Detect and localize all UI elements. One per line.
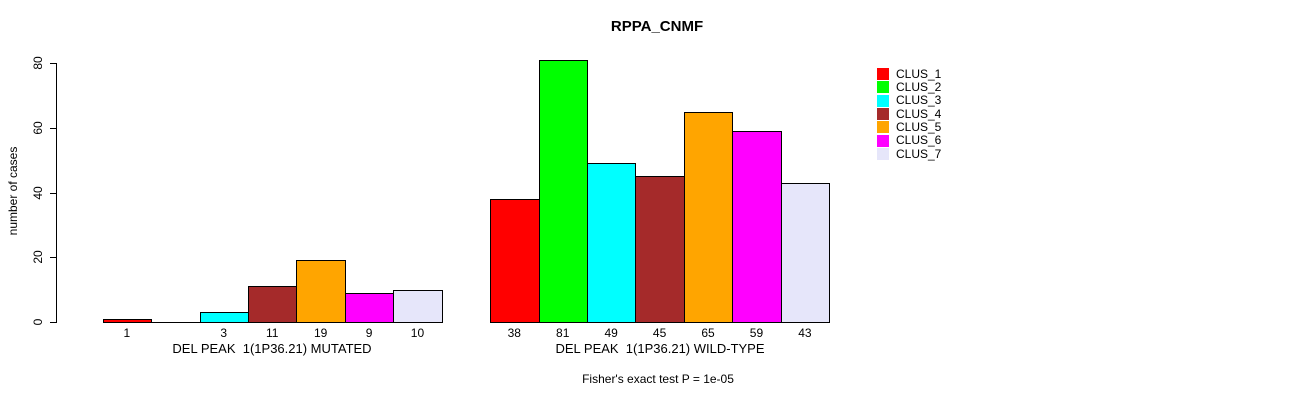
bar-clus_3 bbox=[586, 163, 637, 323]
bar-value-label: 81 bbox=[556, 326, 570, 340]
legend-swatch-clus_5 bbox=[877, 121, 889, 134]
y-tick-label: 40 bbox=[31, 185, 45, 200]
y-axis-tick bbox=[50, 192, 56, 194]
y-axis-tick bbox=[50, 257, 56, 259]
legend-label: CLUS_7 bbox=[896, 146, 942, 161]
legend-label: CLUS_5 bbox=[896, 119, 942, 134]
fisher-test-footnote: Fisher's exact test P = 1e-05 bbox=[582, 372, 734, 386]
bar-value-label: 49 bbox=[604, 326, 618, 340]
legend-label: CLUS_6 bbox=[896, 133, 942, 148]
bar-value-label: 10 bbox=[410, 326, 425, 340]
bar-clus_7 bbox=[780, 182, 831, 323]
bar-clus_3 bbox=[199, 312, 249, 323]
bar-value-label: 11 bbox=[265, 326, 279, 340]
legend-label: CLUS_1 bbox=[896, 66, 942, 81]
legend-swatch-clus_6 bbox=[877, 134, 889, 147]
legend-label: CLUS_3 bbox=[896, 93, 942, 108]
bar-value-label: 38 bbox=[507, 326, 521, 340]
bar-clus_6 bbox=[732, 130, 782, 323]
chart-title: RPPA_CNMF bbox=[610, 18, 704, 35]
bar-clus_4 bbox=[635, 176, 685, 323]
bar-value-label: 1 bbox=[123, 326, 131, 340]
legend-label: CLUS_4 bbox=[896, 106, 942, 121]
bar-clus_2 bbox=[538, 59, 588, 323]
y-tick-label: 0 bbox=[31, 318, 45, 326]
bar-clus_6 bbox=[344, 292, 395, 323]
bar-clus_5 bbox=[683, 111, 734, 323]
bar-value-label: 43 bbox=[798, 326, 812, 340]
y-axis-label: number of cases bbox=[6, 146, 20, 236]
y-axis-tick bbox=[50, 322, 56, 323]
y-axis-tick bbox=[50, 127, 56, 129]
x-group-label-mutated: DEL PEAK 1(1P36.21) MUTATED bbox=[172, 341, 372, 356]
x-group-label-wild-type: DEL PEAK 1(1P36.21) WILD-TYPE bbox=[555, 341, 765, 356]
legend-swatch-clus_4 bbox=[877, 108, 889, 121]
y-tick-label: 20 bbox=[31, 250, 45, 264]
bar-value-label: 45 bbox=[652, 326, 667, 340]
y-axis-tick bbox=[50, 63, 56, 64]
bar-value-label: 9 bbox=[365, 326, 373, 340]
legend-swatch-clus_7 bbox=[877, 148, 889, 161]
legend-swatch-clus_2 bbox=[877, 81, 889, 94]
bar-value-label: 19 bbox=[313, 326, 328, 340]
bar-clus_5 bbox=[296, 260, 346, 323]
legend-swatch-clus_3 bbox=[877, 94, 889, 107]
legend-label: CLUS_2 bbox=[896, 79, 942, 94]
y-tick-label: 60 bbox=[31, 121, 45, 135]
y-axis-line bbox=[56, 63, 57, 323]
legend-swatch-clus_1 bbox=[877, 68, 889, 80]
bar-clus_1 bbox=[490, 198, 540, 323]
bar-clus_4 bbox=[247, 286, 298, 323]
y-tick-label: 80 bbox=[31, 56, 45, 70]
bar-clus_7 bbox=[393, 289, 443, 323]
bar-value-label: 59 bbox=[749, 326, 764, 340]
bar-clus_1 bbox=[102, 318, 153, 323]
bar-value-label: 65 bbox=[701, 326, 715, 340]
bar-value-label: 3 bbox=[220, 326, 228, 340]
